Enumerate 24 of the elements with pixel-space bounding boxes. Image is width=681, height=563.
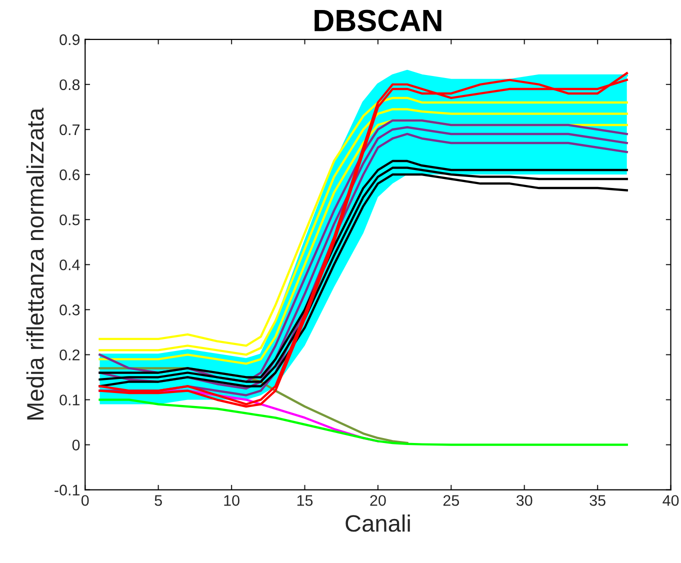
chart-title: DBSCAN xyxy=(314,10,442,32)
y-tick-label: 0.6 xyxy=(60,169,80,180)
y-tick-label: 0.4 xyxy=(60,259,80,270)
y-tick-label: 0.5 xyxy=(60,214,80,226)
x-axis-title: Canali xyxy=(346,514,410,532)
x-tick-label: 20 xyxy=(370,495,386,506)
y-tick-label: -0.1 xyxy=(54,484,80,496)
x-tick-label: 15 xyxy=(297,495,313,506)
y-tick-label: 0.1 xyxy=(60,394,80,406)
line-series xyxy=(98,398,628,446)
y-tick-label: 0.9 xyxy=(60,34,80,46)
y-tick-label: 0 xyxy=(72,440,80,450)
x-tick-label: 5 xyxy=(154,495,162,506)
x-tick-label: 10 xyxy=(224,495,240,506)
x-tick-label: 40 xyxy=(662,495,679,506)
y-tick-label: 0.7 xyxy=(60,124,80,136)
x-tick-label: 25 xyxy=(443,495,460,506)
y-tick-label: 0.2 xyxy=(60,350,80,360)
x-tick-label: 0 xyxy=(81,495,89,506)
y-tick-label: 0.8 xyxy=(60,79,80,90)
x-tick-label: 35 xyxy=(590,495,606,506)
y-tick-label: 0.3 xyxy=(60,304,80,316)
y-axis-title: Media riflettanza normalizzata xyxy=(26,108,44,420)
x-tick-label: 30 xyxy=(516,495,532,506)
